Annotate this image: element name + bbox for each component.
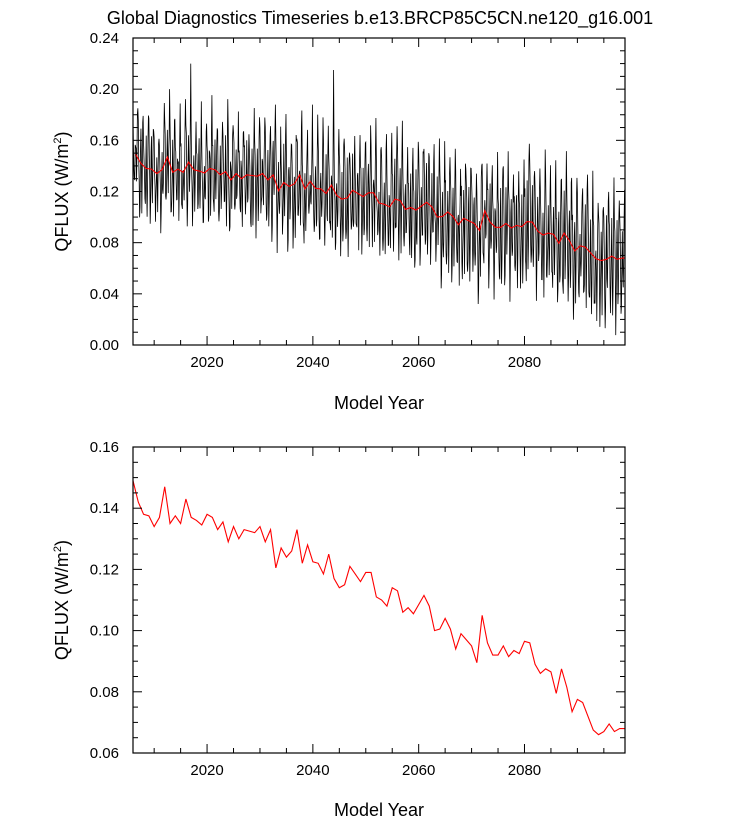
y-tick-label: 0.10 <box>90 623 119 640</box>
y-axis-label-text: QFLUX (W/m <box>52 144 72 252</box>
x-axis-label: Model Year <box>334 393 424 413</box>
annual-panel: 2020 2040 2060 2080 0.06 0.08 0.10 0.12 0.14 0.16… <box>52 439 626 820</box>
y-tick-label: 0.12 <box>90 184 119 201</box>
y-axis-label-close: ) <box>52 131 72 137</box>
y-tick-label: 0.16 <box>90 439 119 456</box>
figure-title: Global Diagnostics Timeseries b.e13.BRCP… <box>107 8 653 29</box>
y-tick-label: 0.20 <box>90 81 119 98</box>
axis-ticks: 2020 2040 2060 2080 0.06 0.08 0.10 0.12 0.14 0.16 <box>90 439 625 779</box>
annual-mean-overlay-line <box>135 154 625 262</box>
x-tick-label: 2080 <box>508 762 541 779</box>
y-axis-label-close: ) <box>52 540 72 546</box>
y-tick-label: 0.12 <box>90 561 119 578</box>
x-tick-label: 2060 <box>402 354 435 371</box>
x-tick-label: 2040 <box>296 354 329 371</box>
y-axis-label: QFLUX (W/m2) <box>52 540 72 660</box>
monthly-series-line <box>132 63 626 336</box>
y-tick-label: 0.24 <box>90 30 119 47</box>
y-tick-label: 0.08 <box>90 684 119 701</box>
x-tick-label: 2020 <box>190 762 223 779</box>
y-axis-label-superscript: 2 <box>52 546 64 552</box>
y-axis-label-superscript: 2 <box>52 137 64 143</box>
x-tick-label: 2040 <box>296 762 329 779</box>
plot-frame <box>132 446 626 754</box>
x-axis-label: Model Year <box>334 800 424 820</box>
x-tick-label: 2060 <box>402 762 435 779</box>
annual-mean-line <box>132 480 625 736</box>
x-tick-label: 2020 <box>190 354 223 371</box>
y-tick-label: 0.14 <box>90 500 119 517</box>
plot-frame <box>132 37 626 346</box>
y-tick-label: 0.08 <box>90 235 119 252</box>
axis-ticks: 2020 2040 2060 2080 0.00 0.04 0.08 0.12 0.16 0.20… <box>90 30 625 371</box>
y-tick-label: 0.06 <box>90 745 119 762</box>
y-tick-label: 0.16 <box>90 132 119 149</box>
y-tick-label: 0.00 <box>90 337 119 354</box>
x-tick-label: 2080 <box>508 354 541 371</box>
plot-lines-area <box>132 480 625 736</box>
y-axis-label: QFLUX (W/m2) <box>52 131 72 251</box>
monthly-annual-panel: 2020 2040 2060 2080 0.00 0.04 0.08 0.12 0.16 0.20… <box>52 30 626 413</box>
y-axis-label-text: QFLUX (W/m <box>52 552 72 660</box>
y-tick-label: 0.04 <box>90 286 119 303</box>
plot-lines-area <box>132 63 626 336</box>
